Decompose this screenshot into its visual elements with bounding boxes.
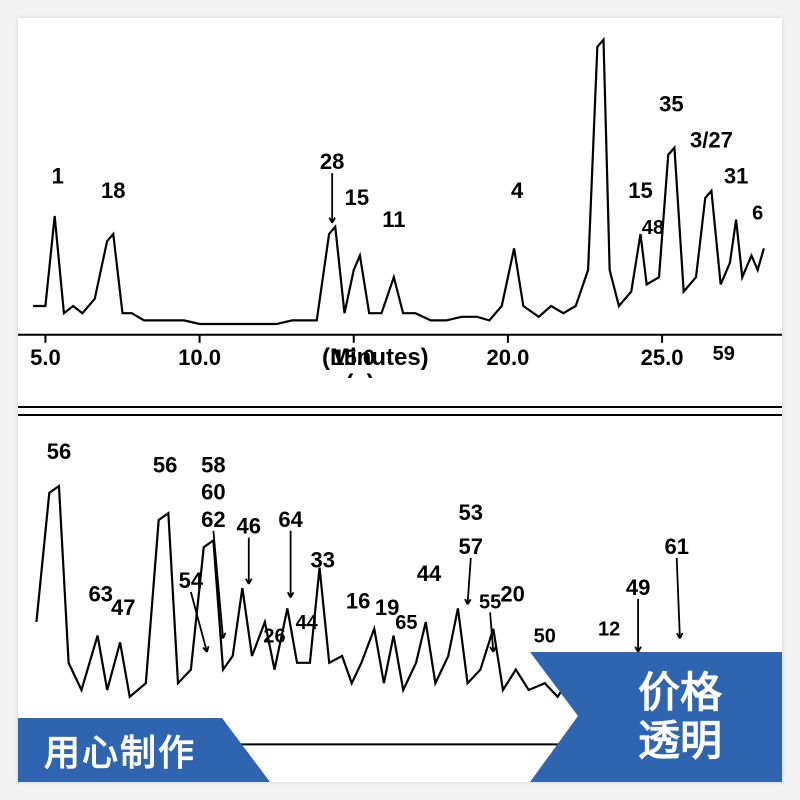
overlay-badge-left: 用心制作 bbox=[18, 718, 222, 782]
svg-text:16: 16 bbox=[346, 588, 370, 613]
overlay-right-line2: 透明 bbox=[638, 717, 722, 765]
panel-divider bbox=[18, 406, 782, 416]
svg-text:12: 12 bbox=[598, 619, 620, 641]
svg-text:25.0: 25.0 bbox=[641, 345, 684, 370]
svg-text:1: 1 bbox=[52, 164, 64, 189]
svg-text:10.0: 10.0 bbox=[178, 345, 221, 370]
overlay-right-chevron-top bbox=[530, 652, 578, 716]
svg-text:44: 44 bbox=[417, 561, 442, 586]
svg-text:64: 64 bbox=[278, 507, 303, 532]
svg-text:44: 44 bbox=[296, 612, 319, 634]
svg-text:35: 35 bbox=[659, 92, 683, 117]
svg-text:3/27: 3/27 bbox=[690, 128, 733, 153]
svg-text:18: 18 bbox=[101, 178, 125, 203]
svg-text:4: 4 bbox=[511, 178, 524, 203]
svg-text:62: 62 bbox=[201, 507, 225, 532]
svg-text:(Minutes): (Minutes) bbox=[322, 344, 429, 371]
overlay-left-text: 用心制作 bbox=[44, 724, 196, 776]
svg-text:15: 15 bbox=[628, 178, 652, 203]
svg-text:49: 49 bbox=[626, 575, 650, 600]
chromatogram-panel-a: 5.010.015.020.025.0(Minutes)(a)118281511… bbox=[18, 18, 782, 378]
svg-text:46: 46 bbox=[237, 514, 261, 539]
svg-text:6: 6 bbox=[752, 203, 763, 225]
svg-text:26: 26 bbox=[263, 625, 285, 647]
svg-text:28: 28 bbox=[320, 149, 344, 174]
overlay-left-chevron bbox=[222, 718, 270, 782]
card-frame: 5.010.015.020.025.0(Minutes)(a)118281511… bbox=[18, 18, 782, 782]
svg-text:56: 56 bbox=[153, 452, 177, 477]
svg-text:11: 11 bbox=[382, 207, 405, 232]
svg-text:33: 33 bbox=[311, 548, 335, 573]
svg-text:56: 56 bbox=[47, 439, 71, 464]
svg-text:60: 60 bbox=[201, 480, 225, 505]
svg-text:61: 61 bbox=[664, 534, 688, 559]
svg-text:31: 31 bbox=[724, 164, 748, 189]
svg-text:48: 48 bbox=[642, 217, 664, 239]
overlay-badge-right: 价格 透明 bbox=[578, 652, 782, 782]
svg-text:15: 15 bbox=[345, 185, 369, 210]
svg-text:59: 59 bbox=[713, 343, 735, 365]
svg-text:47: 47 bbox=[111, 595, 135, 620]
overlay-right-line1: 价格 bbox=[638, 669, 722, 717]
svg-text:5.0: 5.0 bbox=[30, 345, 61, 370]
svg-text:54: 54 bbox=[179, 568, 204, 593]
svg-text:20.0: 20.0 bbox=[487, 345, 530, 370]
svg-text:50: 50 bbox=[534, 625, 556, 647]
svg-text:58: 58 bbox=[201, 452, 225, 477]
svg-text:53: 53 bbox=[459, 500, 483, 525]
svg-text:(a): (a) bbox=[345, 370, 374, 378]
chromatogram-a-svg: 5.010.015.020.025.0(Minutes)(a)118281511… bbox=[18, 18, 782, 378]
svg-text:65: 65 bbox=[395, 612, 417, 634]
svg-text:55: 55 bbox=[479, 591, 501, 613]
svg-text:63: 63 bbox=[89, 582, 113, 607]
svg-text:20: 20 bbox=[500, 582, 524, 607]
svg-text:34: 34 bbox=[588, 18, 613, 23]
overlay-right-chevron-bottom bbox=[530, 716, 578, 782]
svg-text:57: 57 bbox=[459, 534, 483, 559]
